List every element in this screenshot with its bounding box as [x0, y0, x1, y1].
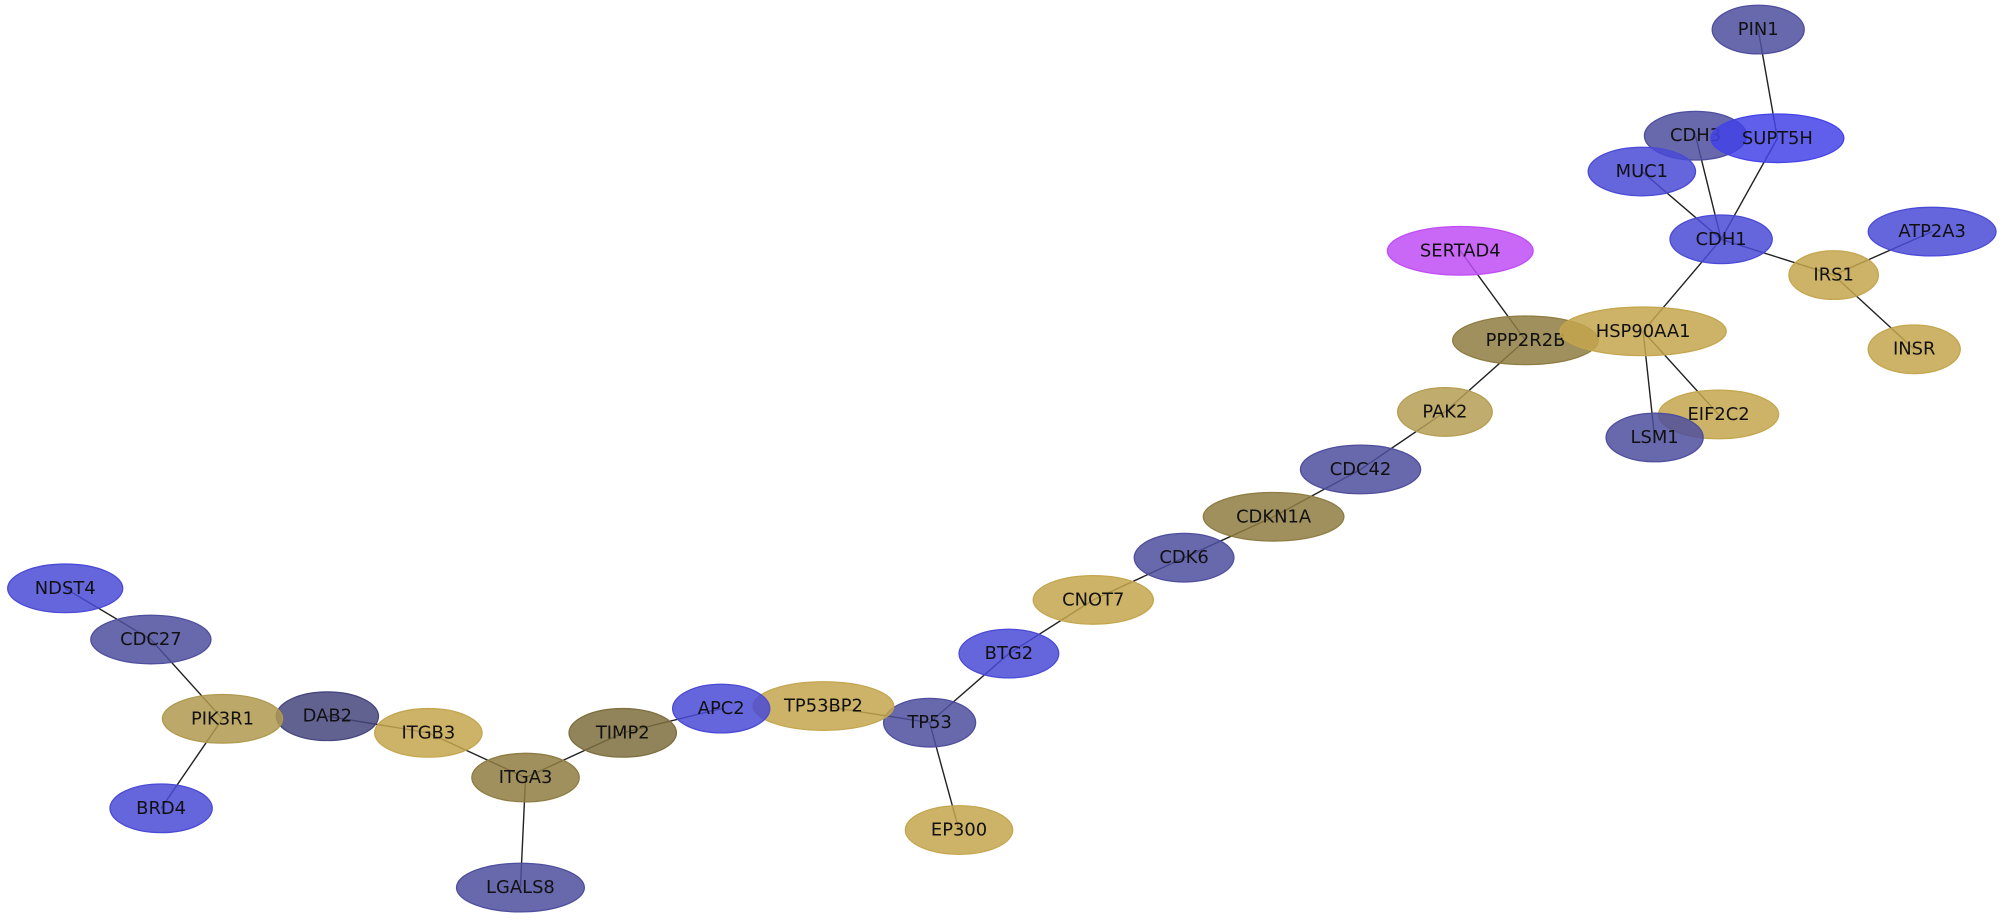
node-label: ITGA3	[499, 767, 553, 788]
node: TP53BP2	[752, 681, 895, 731]
node-label: DAB2	[303, 706, 352, 727]
node-label: TP53	[906, 712, 951, 733]
node: INSR	[1867, 324, 1961, 375]
node: LGALS8	[455, 862, 586, 913]
node: CNOT7	[1032, 574, 1155, 625]
node-shape	[90, 614, 212, 665]
node-shape	[1669, 214, 1773, 265]
node: TP53	[882, 697, 977, 748]
node: HSP90AA1	[1559, 306, 1727, 357]
node-shape	[374, 707, 483, 758]
node-shape	[1396, 386, 1493, 437]
node: TIMP2	[568, 707, 678, 758]
node-label: BTG2	[985, 643, 1033, 664]
node-shape	[1032, 574, 1155, 625]
node-label: LSM1	[1631, 427, 1679, 448]
node: NDST4	[7, 563, 124, 614]
node: BRD4	[109, 783, 213, 834]
node-label: HSP90AA1	[1596, 321, 1691, 342]
node-label: PIK3R1	[191, 708, 254, 729]
node-label: LGALS8	[486, 877, 555, 898]
node-label: ITGB3	[401, 722, 455, 743]
node-label: TIMP2	[595, 722, 650, 743]
node-label: EP300	[931, 820, 987, 841]
node: SERTAD4	[1386, 225, 1534, 276]
node-shape	[455, 862, 586, 913]
node-label: SUPT5H	[1742, 128, 1813, 149]
node: CDC42	[1299, 444, 1422, 495]
node-shape	[471, 752, 580, 803]
node-shape	[1711, 4, 1805, 55]
node-label: CDK6	[1159, 547, 1208, 568]
node-shape	[1299, 444, 1422, 495]
node-label: IRS1	[1813, 265, 1853, 286]
node-shape	[958, 628, 1060, 679]
node: APC2	[671, 683, 771, 734]
node-label: SERTAD4	[1420, 240, 1501, 261]
node: EP300	[904, 805, 1014, 855]
node: BTG2	[958, 628, 1060, 679]
node: MUC1	[1587, 146, 1697, 197]
node-label: CDH1	[1696, 229, 1747, 250]
node-label: PIN1	[1738, 19, 1779, 40]
node: ITGB3	[374, 707, 483, 758]
node-label: NDST4	[35, 578, 96, 599]
node: CDH1	[1669, 214, 1773, 265]
node-label: PAK2	[1422, 401, 1467, 422]
node: PIN1	[1711, 4, 1805, 55]
node: CDK6	[1133, 532, 1235, 583]
nodes: PIN1 CDH3 SUPT5H MUC1 CDH1 SERTAD4 IRS1 ATP2A3 P…	[7, 4, 1997, 913]
node-label: PPP2R2B	[1486, 330, 1566, 351]
node: IRS1	[1788, 250, 1880, 301]
node: PIK3R1	[161, 693, 284, 744]
node-shape	[568, 707, 678, 758]
node-label: MUC1	[1616, 161, 1668, 182]
node-shape	[7, 563, 124, 614]
node: PAK2	[1396, 386, 1493, 437]
node: LSM1	[1605, 412, 1704, 463]
node: ITGA3	[471, 752, 580, 803]
node-label: EIF2C2	[1688, 404, 1750, 425]
node-label: CDC42	[1330, 459, 1392, 480]
node-shape	[1867, 206, 1997, 257]
node-shape	[1605, 412, 1704, 463]
node-label: CDC27	[120, 629, 182, 650]
node-shape	[1559, 306, 1727, 357]
node-label: CNOT7	[1062, 589, 1124, 610]
node-shape	[671, 683, 771, 734]
node-shape	[1133, 532, 1235, 583]
node-shape	[1710, 113, 1845, 164]
node-label: ATP2A3	[1898, 221, 1966, 242]
node-shape	[904, 805, 1014, 855]
node-shape	[882, 697, 977, 748]
node-label: INSR	[1893, 339, 1935, 360]
node-shape	[1587, 146, 1697, 197]
node-shape	[161, 693, 284, 744]
node: DAB2	[275, 691, 380, 742]
node: CDKN1A	[1202, 491, 1345, 542]
node: SUPT5H	[1710, 113, 1845, 164]
node-label: APC2	[698, 698, 745, 719]
node-label: CDKN1A	[1236, 506, 1312, 527]
node-shape	[1202, 491, 1345, 542]
node: CDC27	[90, 614, 212, 665]
node-label: TP53BP2	[783, 696, 863, 717]
node-label: BRD4	[136, 798, 186, 819]
node-shape	[1788, 250, 1880, 301]
node-label: CDH3	[1670, 125, 1721, 146]
node-shape	[1867, 324, 1961, 375]
node-shape	[1386, 225, 1534, 276]
node: ATP2A3	[1867, 206, 1997, 257]
node-shape	[109, 783, 213, 834]
